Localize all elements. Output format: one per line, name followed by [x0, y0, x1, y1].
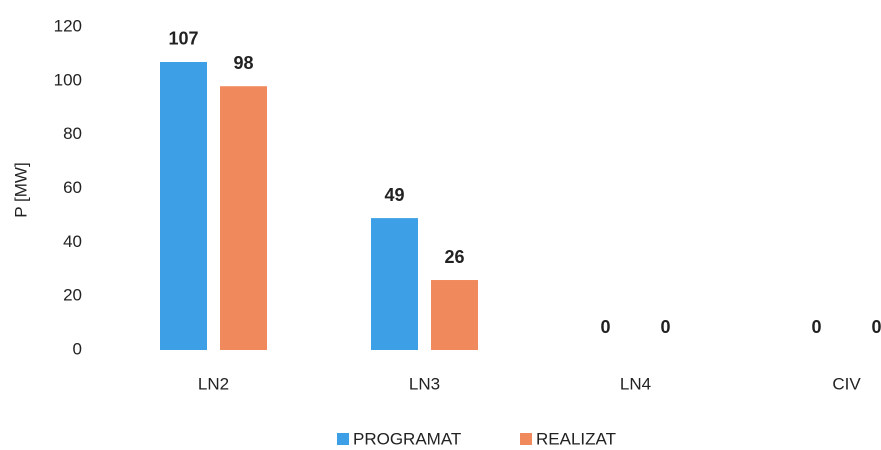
x-tick-label: LN4 — [620, 374, 651, 393]
value-label: 0 — [660, 317, 670, 337]
value-label: 0 — [871, 317, 881, 337]
bar — [160, 61, 207, 350]
x-tick-label: LN2 — [198, 374, 229, 393]
bar — [431, 280, 478, 350]
value-label: 98 — [233, 53, 253, 73]
value-label: 107 — [168, 29, 198, 49]
y-tick-label: 0 — [73, 339, 82, 358]
y-tick-label: 100 — [54, 70, 82, 89]
legend-label: REALIZAT — [536, 429, 616, 448]
bar — [371, 218, 418, 350]
legend-swatch — [337, 433, 349, 445]
value-label: 49 — [384, 185, 404, 205]
value-label: 26 — [444, 247, 464, 267]
y-tick-label: 40 — [63, 232, 82, 251]
y-tick-label: 80 — [63, 124, 82, 143]
x-tick-label: CIV — [832, 374, 861, 393]
value-label: 0 — [811, 317, 821, 337]
y-tick-label: 20 — [63, 286, 82, 305]
legend-label: PROGRAMAT — [353, 429, 461, 448]
y-axis-label: P [MW] — [11, 162, 30, 217]
bar — [220, 86, 267, 350]
x-tick-label: LN3 — [409, 374, 440, 393]
legend-swatch — [520, 433, 532, 445]
y-tick-label: 120 — [54, 16, 82, 35]
value-label: 0 — [600, 317, 610, 337]
y-tick-label: 60 — [63, 178, 82, 197]
